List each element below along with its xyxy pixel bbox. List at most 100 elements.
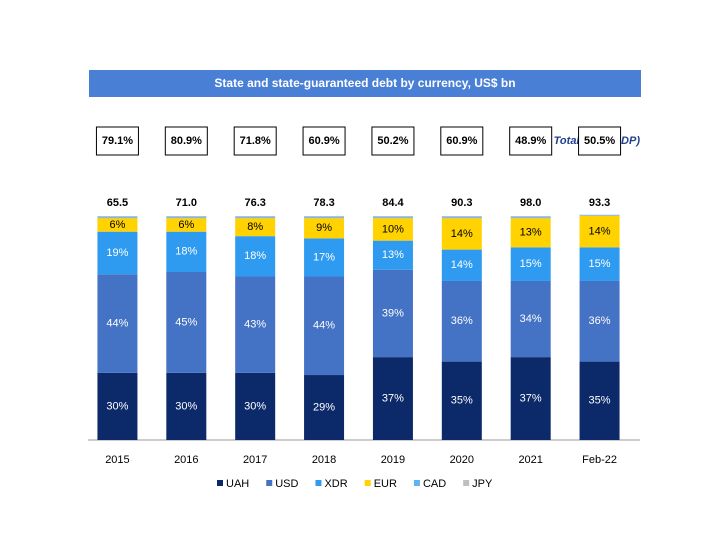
- bar-segment: [166, 216, 207, 218]
- legend-label: XDR: [324, 478, 347, 490]
- bar-segment: [510, 217, 551, 219]
- bar-segment: [441, 249, 482, 281]
- bar-segment: [579, 247, 620, 281]
- gdp-label: 60.9%: [446, 135, 477, 147]
- bar-segment: [510, 280, 551, 358]
- data-label: 43%: [244, 319, 266, 331]
- legend-label: USD: [275, 478, 298, 490]
- bar-segment: [304, 216, 345, 218]
- bar-segment: [304, 276, 345, 376]
- x-tick-label: 2020: [450, 454, 474, 466]
- bar-segment: [166, 217, 207, 219]
- bar-segment: [304, 238, 345, 277]
- bar-segment: [97, 218, 138, 232]
- bar-segment: [166, 272, 207, 373]
- bar-segment: [235, 372, 276, 440]
- total-label: 78.3: [313, 197, 334, 209]
- x-tick-label: 2017: [243, 454, 267, 466]
- x-tick-label: 2021: [518, 454, 542, 466]
- bar-segment: [235, 218, 276, 237]
- data-label: 15%: [520, 258, 542, 270]
- gdp-label: 79.1%: [102, 135, 133, 147]
- gdp-box: [440, 126, 484, 156]
- bar-segment: [235, 276, 276, 373]
- data-label: 35%: [589, 395, 611, 407]
- data-label: 17%: [313, 251, 335, 263]
- total-label: 98.0: [520, 197, 541, 209]
- data-label: 37%: [382, 392, 404, 404]
- x-tick-label: 2015: [105, 454, 129, 466]
- data-label: 19%: [106, 247, 128, 259]
- bar-segment: [372, 240, 413, 270]
- legend-swatch: [217, 480, 223, 486]
- gdp-label: 80.9%: [171, 135, 202, 147]
- gdp-box: [509, 126, 553, 156]
- bar-segment: [441, 280, 482, 362]
- title-bar: [89, 70, 641, 97]
- bar-segment: [372, 218, 413, 241]
- bar-segment: [97, 217, 138, 219]
- gdp-box: [233, 126, 277, 156]
- legend-swatch: [315, 480, 322, 486]
- legend-swatch: [463, 480, 470, 486]
- bar-segment: [97, 274, 138, 373]
- bar-segment: [372, 269, 413, 358]
- bar-segment: [304, 217, 345, 219]
- bar-segment: [97, 372, 138, 440]
- bar-segment: [579, 216, 620, 248]
- total-label: 65.5: [107, 197, 128, 209]
- data-label: 15%: [589, 258, 611, 270]
- bar-segment: [441, 217, 482, 219]
- total-label: 90.3: [451, 197, 472, 209]
- gdp-box: [164, 126, 208, 156]
- data-label: 39%: [382, 307, 404, 319]
- gdp-box: [95, 126, 139, 156]
- bar-segment: [510, 218, 551, 248]
- legend-label: EUR: [374, 478, 397, 490]
- data-label: 34%: [520, 313, 542, 325]
- data-label: 36%: [451, 315, 473, 327]
- bar-segment: [579, 361, 620, 440]
- bar-segment: [441, 216, 482, 218]
- bar-segment: [372, 357, 413, 440]
- bar-segment: [166, 231, 207, 272]
- bar-segment: [372, 217, 413, 219]
- gdp-label: 50.5%: [584, 135, 615, 147]
- bar-segment: [235, 216, 276, 218]
- bar-segment: [97, 216, 138, 218]
- gdp-box: [578, 126, 622, 156]
- chart-title: State and state-guaranteed debt by curre…: [214, 76, 515, 90]
- data-label: 36%: [589, 315, 611, 327]
- gdp-label: 60.9%: [308, 135, 339, 147]
- data-label: 10%: [382, 223, 404, 235]
- data-label: 30%: [106, 400, 128, 412]
- bar-segment: [579, 214, 620, 216]
- total-label: 93.3: [589, 197, 610, 209]
- data-label: 30%: [244, 400, 266, 412]
- data-label: 14%: [451, 228, 473, 240]
- bar-segment: [510, 357, 551, 440]
- x-tick-label: 2018: [312, 454, 336, 466]
- data-label: 14%: [589, 226, 611, 238]
- gdp-label: 50.2%: [377, 135, 408, 147]
- data-label: 13%: [382, 249, 404, 261]
- data-label: 44%: [106, 317, 128, 329]
- bar-segment: [510, 216, 551, 218]
- total-label: 71.0: [176, 197, 197, 209]
- data-label: 18%: [175, 246, 197, 258]
- data-label: 30%: [175, 400, 197, 412]
- bar-segment: [441, 218, 482, 250]
- data-label: 35%: [451, 395, 473, 407]
- gdp-label: 71.8%: [240, 135, 271, 147]
- data-label: 14%: [451, 259, 473, 271]
- bar-segment: [510, 247, 551, 281]
- gdp-box: [302, 126, 346, 156]
- x-tick-label: Feb-22: [582, 454, 617, 466]
- data-label: 44%: [313, 320, 335, 332]
- data-label: 29%: [313, 401, 335, 413]
- data-label: 45%: [175, 316, 197, 328]
- bar-segment: [441, 361, 482, 440]
- total-label: 76.3: [244, 197, 265, 209]
- legend-swatch: [266, 480, 273, 486]
- x-tick-label: 2019: [381, 454, 405, 466]
